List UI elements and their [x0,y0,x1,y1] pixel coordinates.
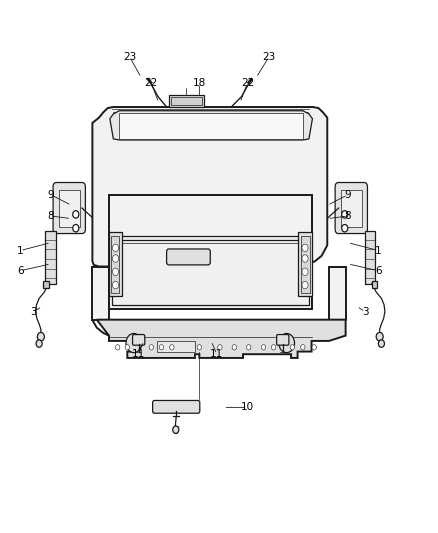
Circle shape [37,333,44,341]
Circle shape [272,345,276,350]
Circle shape [302,281,308,289]
Circle shape [36,340,42,348]
Circle shape [197,345,201,350]
Polygon shape [329,266,346,320]
Bar [157,341,195,352]
Circle shape [261,345,266,350]
Bar [171,98,201,105]
Polygon shape [97,320,346,358]
Text: 11: 11 [131,349,145,359]
Circle shape [173,426,179,433]
Bar [169,95,204,107]
Bar [59,190,80,227]
Text: 18: 18 [193,78,206,88]
Bar [112,236,308,305]
FancyBboxPatch shape [152,400,200,413]
Text: 8: 8 [345,211,351,221]
Text: 1: 1 [17,246,24,255]
Text: 10: 10 [241,402,254,413]
Bar [301,236,310,293]
Text: 6: 6 [17,266,24,276]
Bar [298,232,311,296]
Text: 11: 11 [210,349,223,359]
FancyBboxPatch shape [277,335,289,345]
Text: 23: 23 [263,52,276,61]
Circle shape [159,345,163,350]
Bar [45,231,56,284]
Circle shape [378,340,385,348]
Text: 9: 9 [345,190,351,200]
Circle shape [149,345,153,350]
Text: 22: 22 [241,78,254,88]
Circle shape [302,255,308,262]
Bar [365,231,375,284]
Circle shape [113,255,119,262]
Text: 8: 8 [48,211,54,221]
Text: 9: 9 [48,190,54,200]
Polygon shape [110,111,312,140]
Circle shape [73,211,79,218]
Text: 23: 23 [123,52,136,61]
Circle shape [218,345,222,350]
Circle shape [279,334,294,353]
Text: 6: 6 [375,266,381,276]
Bar [372,281,377,288]
Circle shape [170,345,174,350]
Circle shape [125,345,130,350]
Circle shape [73,224,79,232]
Text: 3: 3 [30,306,37,317]
Circle shape [116,345,120,350]
Circle shape [376,333,383,341]
Text: 22: 22 [145,78,158,88]
Circle shape [126,334,142,353]
FancyBboxPatch shape [166,249,210,265]
Circle shape [342,224,348,232]
FancyBboxPatch shape [53,182,85,233]
Bar [109,232,122,296]
Text: 1: 1 [375,246,381,255]
Circle shape [247,345,251,350]
Bar [43,281,49,288]
Circle shape [290,345,294,350]
Circle shape [113,244,119,252]
FancyBboxPatch shape [133,335,145,345]
Text: 3: 3 [362,306,369,317]
Circle shape [113,281,119,289]
Bar [111,236,120,293]
Circle shape [113,268,119,276]
FancyBboxPatch shape [335,182,367,233]
Bar [109,195,311,309]
Bar [341,190,362,227]
Polygon shape [92,266,109,320]
Polygon shape [92,107,327,266]
Circle shape [312,345,316,350]
Bar [120,114,303,139]
Circle shape [302,268,308,276]
Circle shape [302,244,308,252]
Circle shape [300,345,305,350]
Circle shape [342,211,348,218]
Circle shape [232,345,237,350]
